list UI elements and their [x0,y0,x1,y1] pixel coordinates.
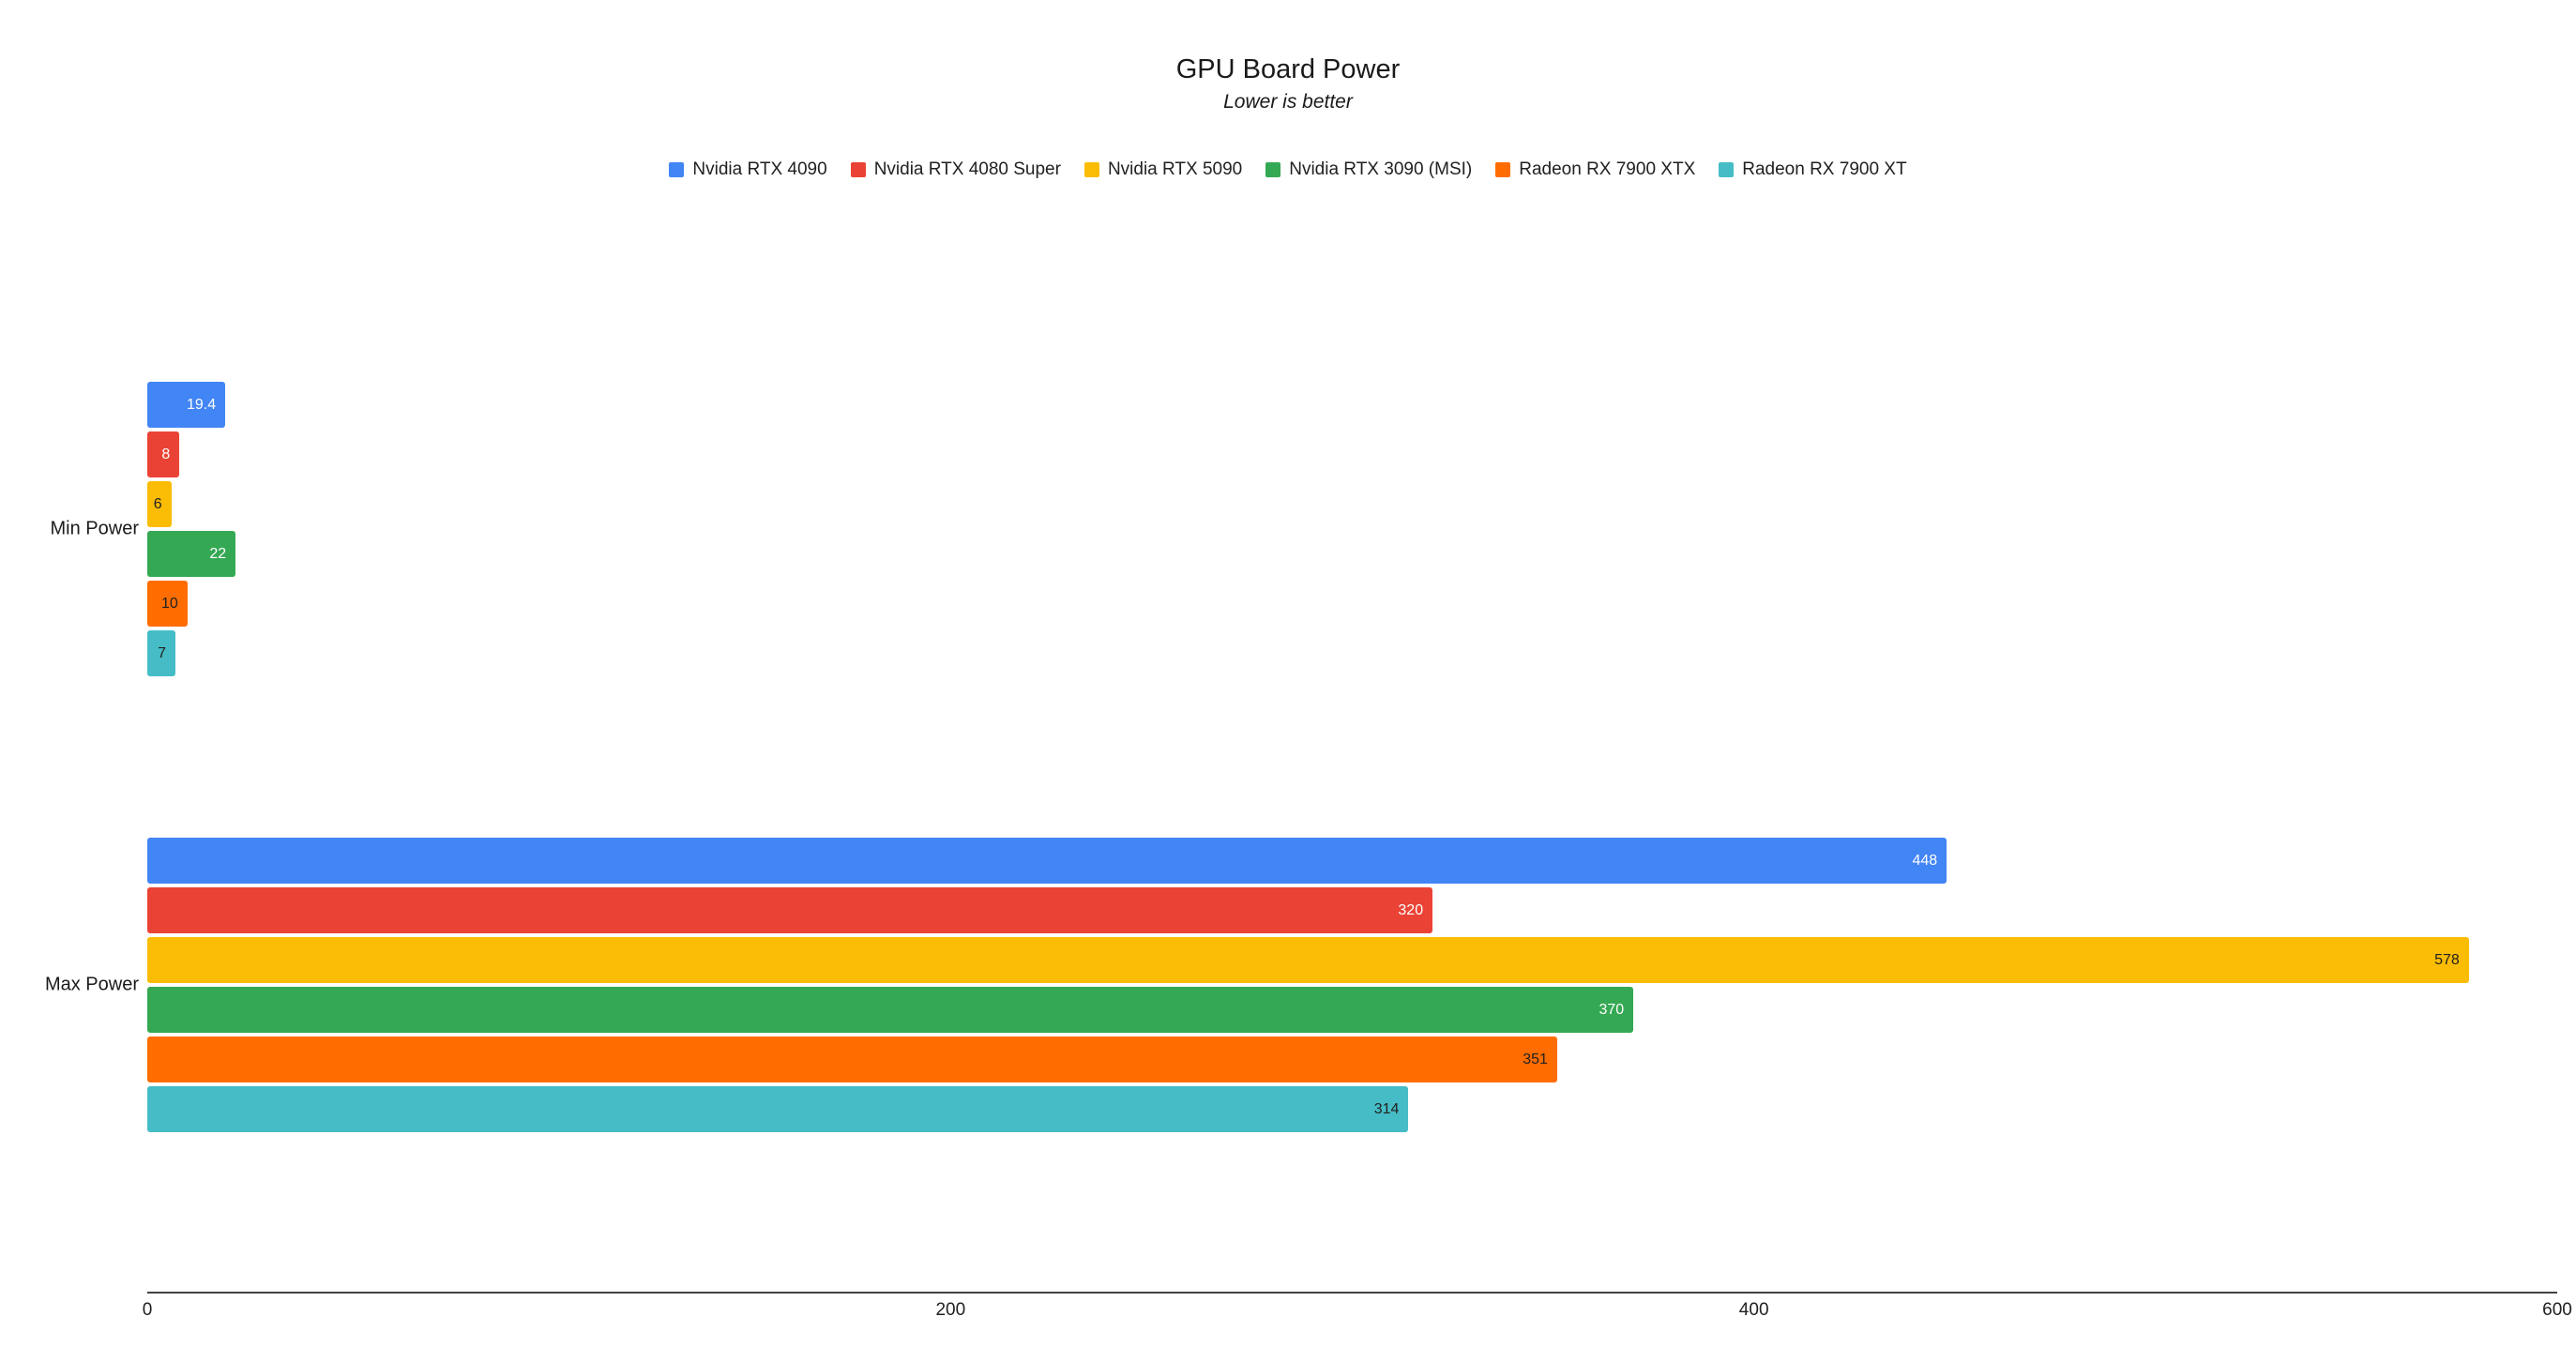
bar-value-label: 351 [1523,1051,1548,1067]
x-tick-label-200: 200 [935,1300,966,1320]
bar-value-label: 314 [1373,1100,1400,1117]
bar-value-label: 320 [1398,901,1424,918]
bar-value-label: 370 [1599,1001,1625,1018]
legend-item-nvidia-rtx-3090-msi: Nvidia RTX 3090 (MSI) [1265,159,1472,180]
legend-item-nvidia-rtx-5090: Nvidia RTX 5090 [1083,159,1243,180]
bar-value-label: 578 [2434,951,2460,968]
category-label-max-power: Max Power [44,974,139,995]
legend-item-radeon-rx-7900-xt: Radeon RX 7900 XT [1719,159,1907,180]
bar-max-power-nvidia-rtx-5090: 578 [147,937,2469,983]
bar-min-power-nvidia-rtx-5090: 6 [147,481,172,527]
bar-min-power-nvidia-rtx-3090-msi: 22 [147,531,236,577]
legend-item-nvidia-rtx-4080-super: Nvidia RTX 4080 Super [850,159,1061,180]
bar-min-power-radeon-rx-7900-xt: 7 [147,630,175,676]
legend-label: Radeon RX 7900 XTX [1519,159,1696,179]
bar-max-power-nvidia-rtx-3090-msi: 370 [147,987,1634,1033]
bar-value-label: 19.4 [186,396,217,413]
bar-value-label: 448 [1912,852,1938,869]
bar-value-label: 8 [161,446,171,462]
legend-label: Radeon RX 7900 XT [1742,159,1907,179]
legend: Nvidia RTX 4090 Nvidia RTX 4080 Super Nvid… [0,159,2576,180]
bar-value-label: 6 [153,495,162,512]
category-label-min-power: Min Power [50,518,139,539]
legend-swatch-icon [850,162,866,177]
chart-title: GPU Board Power [1175,54,1401,84]
bar-value-label: 10 [161,595,178,612]
legend-label: Nvidia RTX 4080 Super [873,159,1061,179]
legend-label: Nvidia RTX 3090 (MSI) [1289,159,1473,179]
legend-label: Nvidia RTX 5090 [1107,159,1243,179]
legend-swatch-icon [1083,162,1099,177]
bar-min-power-radeon-rx-7900-xtx: 10 [147,581,188,627]
bar-min-power-nvidia-rtx-4090: 19.4 [147,382,226,428]
legend-swatch-icon [669,162,685,177]
x-axis-line [147,1292,2557,1294]
legend-swatch-icon [1719,162,1735,177]
x-tick-label-0: 0 [142,1300,153,1320]
bar-max-power-radeon-rx-7900-xtx: 351 [147,1037,1557,1082]
bar-max-power-radeon-rx-7900-xt: 314 [147,1086,1409,1132]
legend-swatch-icon [1495,162,1511,177]
chart-subtitle: Lower is better [1223,91,1353,113]
legend-swatch-icon [1265,162,1281,177]
legend-label: Nvidia RTX 4090 [692,159,827,179]
bar-min-power-nvidia-rtx-4080-super: 8 [147,431,180,477]
bar-value-label: 7 [158,644,166,661]
bar-value-label: 22 [209,545,227,562]
bar-max-power-nvidia-rtx-4090: 448 [147,838,1947,884]
bar-max-power-nvidia-rtx-4080-super: 320 [147,887,1433,933]
legend-item-nvidia-rtx-4090: Nvidia RTX 4090 [669,159,827,180]
x-tick-label-400: 400 [1738,1300,1769,1320]
legend-item-radeon-rx-7900-xtx: Radeon RX 7900 XTX [1495,159,1695,180]
x-tick-label-600: 600 [2542,1300,2572,1320]
